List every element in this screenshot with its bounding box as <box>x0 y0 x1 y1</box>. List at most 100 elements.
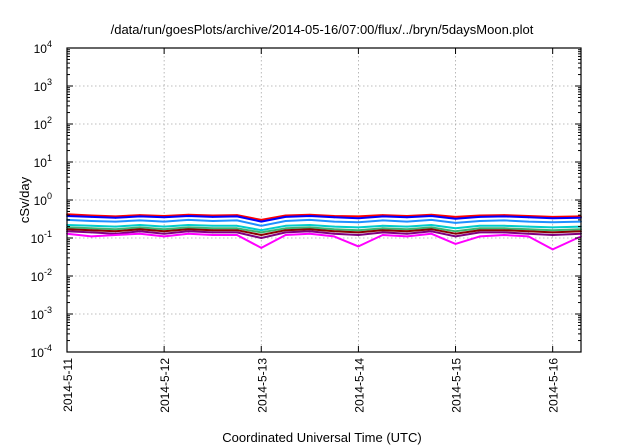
data-point <box>284 215 287 218</box>
y-tick-label: 103 <box>34 77 52 94</box>
chart-title: /data/run/goesPlots/archive/2014-05-16/0… <box>111 22 534 37</box>
data-point <box>503 229 506 232</box>
data-point <box>284 220 287 222</box>
data-point <box>308 218 311 221</box>
data-point <box>114 225 117 228</box>
data-point <box>90 224 93 227</box>
y-tick-label: 10-2 <box>31 267 52 284</box>
series-line <box>66 224 582 232</box>
data-point <box>236 215 238 218</box>
x-tick-label: 2014-5-15 <box>450 358 464 413</box>
x-tick-label: 2014-5-14 <box>352 358 366 413</box>
series-line <box>66 228 582 236</box>
data-point <box>527 232 530 235</box>
data-point <box>90 220 93 222</box>
data-point <box>357 221 360 224</box>
data-point <box>163 232 166 235</box>
data-point <box>478 229 481 232</box>
data-point <box>333 220 336 223</box>
data-point <box>527 216 530 219</box>
data-point <box>406 220 408 223</box>
data-point <box>187 215 190 217</box>
data-point <box>90 231 93 234</box>
data-point <box>308 224 311 226</box>
data-point <box>551 248 554 251</box>
data-point <box>260 246 263 249</box>
y-tick-label: 10-4 <box>31 343 52 360</box>
x-tick-label: 2014-5-11 <box>61 358 75 412</box>
y-axis-label: cSv/day <box>17 176 32 223</box>
data-point <box>503 227 506 230</box>
data-point <box>333 225 336 228</box>
data-point <box>114 228 117 231</box>
data-point <box>551 221 554 224</box>
series-line <box>66 213 582 221</box>
data-point <box>187 226 190 229</box>
data-point <box>163 225 166 228</box>
data-point <box>357 226 360 229</box>
data-point <box>187 232 190 235</box>
data-point <box>90 227 93 230</box>
data-point <box>454 230 457 233</box>
y-tick-label: 100 <box>34 191 52 208</box>
data-point <box>284 229 287 232</box>
data-point <box>308 226 311 229</box>
x-axis-label: Coordinated Universal Time (UTC) <box>222 430 421 445</box>
data-point <box>527 220 530 223</box>
y-tick-label: 104 <box>34 39 52 56</box>
data-point <box>430 218 433 221</box>
data-point <box>90 235 93 238</box>
data-point <box>236 219 238 222</box>
y-tick-label: 10-3 <box>31 305 52 322</box>
data-point <box>308 230 311 233</box>
data-point <box>527 235 530 238</box>
data-point <box>406 216 408 219</box>
data-point <box>284 227 287 230</box>
data-point <box>454 221 457 224</box>
data-point <box>284 231 287 234</box>
data-point <box>260 220 263 223</box>
data-point <box>260 229 263 232</box>
data-point <box>90 229 93 232</box>
series-line <box>66 218 582 227</box>
series-line <box>66 226 582 234</box>
data-point <box>503 215 506 218</box>
data-point <box>454 227 457 230</box>
data-point <box>284 224 287 227</box>
data-point <box>430 215 433 217</box>
data-point <box>211 231 214 234</box>
data-point <box>260 218 263 221</box>
data-point <box>551 231 554 234</box>
x-tick-label: 2014-5-13 <box>255 358 269 413</box>
data-point <box>406 225 408 228</box>
data-point <box>163 235 166 238</box>
data-point <box>236 224 238 227</box>
data-point <box>333 216 336 219</box>
data-point <box>478 235 481 238</box>
data-point <box>430 230 433 233</box>
data-point <box>187 224 190 226</box>
data-point <box>138 228 141 231</box>
data-point <box>454 242 457 245</box>
data-point <box>454 215 457 218</box>
data-point <box>138 224 141 226</box>
data-point <box>163 216 166 219</box>
data-point <box>138 219 141 222</box>
data-point <box>187 228 190 231</box>
data-point <box>211 229 214 232</box>
data-point <box>527 230 530 233</box>
data-point <box>503 219 506 222</box>
grid-lines <box>67 48 581 352</box>
data-point <box>551 217 554 220</box>
data-point <box>454 232 457 235</box>
data-point <box>260 231 263 234</box>
data-point <box>333 228 336 231</box>
data-point <box>284 234 287 236</box>
data-point <box>260 234 263 236</box>
data-point <box>503 231 506 234</box>
series-line <box>66 232 582 251</box>
data-point <box>551 226 554 229</box>
data-point <box>138 232 141 235</box>
data-point <box>381 219 384 222</box>
data-point <box>163 228 166 231</box>
